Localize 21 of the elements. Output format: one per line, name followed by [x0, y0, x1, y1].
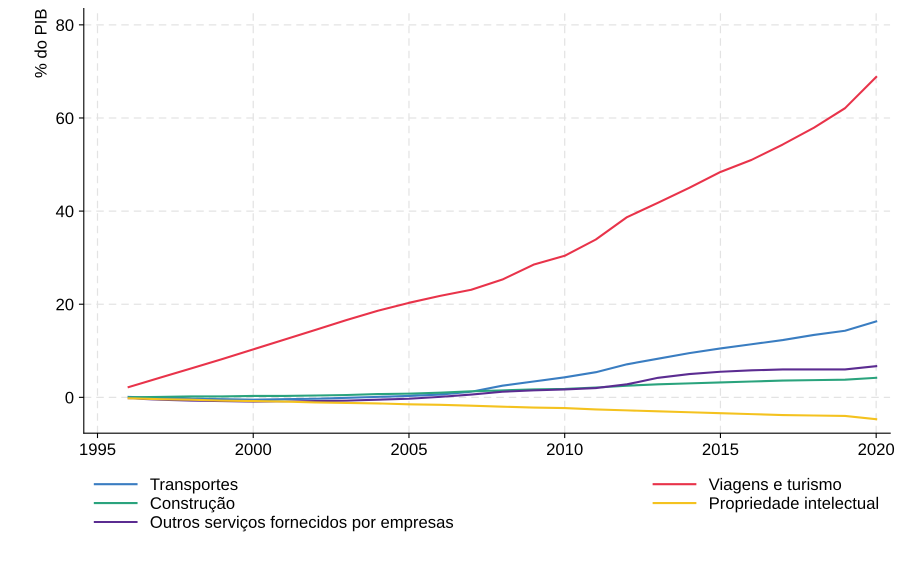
line-series	[128, 320, 878, 401]
y-tick-label: 0	[65, 392, 74, 404]
legend-label: Outros serviços fornecidos por empresas	[150, 516, 454, 532]
line-series	[128, 76, 878, 388]
legend-label: Construção	[150, 496, 234, 512]
x-tick-label: 2010	[547, 443, 583, 456]
x-tick-label: 1995	[80, 443, 116, 456]
y-tick-label: 80	[56, 19, 74, 32]
y-axis-title: % do PIB	[34, 9, 47, 78]
y-tick-label: 60	[56, 112, 74, 124]
line-series	[128, 397, 878, 420]
legend-label: Transportes	[150, 478, 238, 494]
legend-label: Propriedade intelectual	[710, 496, 878, 512]
x-tick-label: 2005	[391, 443, 427, 456]
line-series	[128, 376, 878, 398]
x-tick-label: 2000	[236, 443, 272, 456]
y-tick-label: 20	[56, 298, 74, 310]
legend-label: Viagens e turismo	[708, 478, 842, 494]
x-tick-label: 2020	[858, 443, 894, 456]
y-tick-label: 40	[56, 206, 74, 218]
x-tick-label: 2015	[702, 443, 738, 456]
